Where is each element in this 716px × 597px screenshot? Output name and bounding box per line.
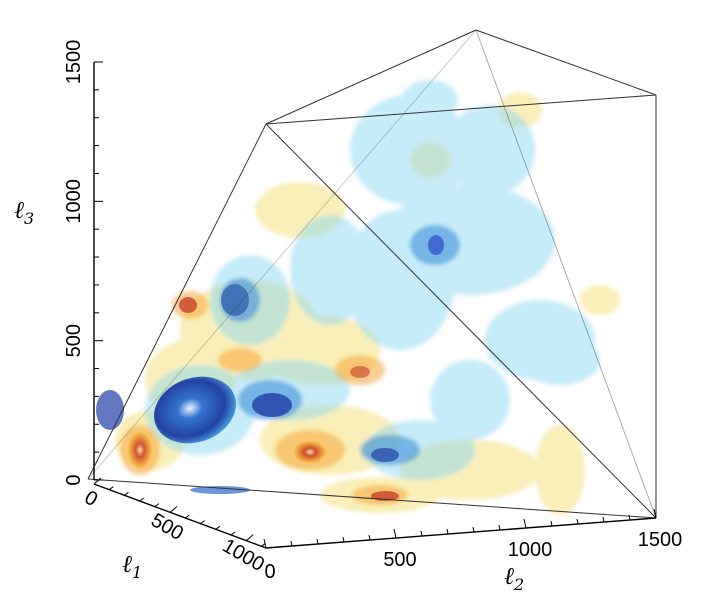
y-axis-line: [265, 517, 657, 549]
x-axis-tick: [185, 514, 190, 519]
negative-core-large: [154, 376, 236, 444]
negative-core: [252, 393, 292, 417]
y-axis-tick: [602, 516, 605, 523]
z-tick-label: 500: [63, 324, 85, 357]
y-axis-tick: [263, 538, 267, 549]
origin-tick-label: 0: [264, 561, 275, 583]
frame-edge: [265, 29, 477, 125]
negative-core: [428, 235, 444, 255]
z-tick-label: 0: [63, 474, 85, 485]
negative-core: [190, 486, 250, 494]
frame-edge: [265, 123, 657, 519]
positive-core: [350, 366, 370, 378]
isosurface-cores: [96, 235, 444, 501]
y-axis-tick: [342, 536, 345, 543]
x-axis-label: ℓ1: [122, 550, 142, 582]
x-axis-tick: [139, 497, 144, 502]
y-axis-tick: [628, 514, 631, 521]
x-axis-tick: [169, 505, 178, 513]
y-axis-tick: [316, 538, 319, 545]
y-axis-tick: [446, 528, 449, 535]
axes: [93, 62, 657, 549]
y-axis-label: ℓ2: [504, 562, 524, 594]
y-axis-tick: [420, 530, 423, 537]
z-axis-label: ℓ3: [14, 196, 34, 228]
x-axis-tick: [93, 477, 102, 485]
y-tick-label: 500: [383, 549, 416, 571]
y-axis-tick: [368, 534, 371, 541]
x-tick-label: 500: [147, 509, 187, 545]
y-tick-label: 1500: [638, 529, 683, 551]
z-tick-label: 1500: [63, 40, 85, 85]
x-axis-tick: [154, 503, 160, 508]
x-axis-tick: [245, 534, 254, 542]
x-axis-tick: [200, 520, 205, 525]
frame-edge: [87, 123, 267, 480]
frame-edge: [87, 29, 477, 480]
frame-edge: [475, 29, 657, 519]
y-tick-label: 1000: [508, 539, 553, 561]
y-axis-tick: [393, 528, 397, 539]
y-axis-tick: [550, 520, 553, 527]
x-axis-tick: [215, 525, 221, 530]
negative-core: [96, 390, 124, 430]
axis-ticks: [93, 61, 657, 549]
frame-edge: [475, 29, 657, 96]
x-axis-tick: [124, 491, 129, 496]
frame-edge: [87, 478, 657, 519]
negative-core: [371, 448, 399, 462]
positive-core: [128, 432, 152, 468]
y-axis-tick: [576, 518, 579, 525]
y-axis-tick: [523, 518, 527, 529]
positive-core: [294, 441, 326, 463]
x-tick-label: 1000: [218, 535, 268, 576]
domain-frame: [87, 29, 657, 519]
frame-edge: [265, 94, 657, 125]
x-axis-line: [93, 483, 267, 549]
y-axis-tick: [653, 508, 657, 519]
x-axis-tick: [230, 531, 236, 536]
negative-core: [221, 284, 249, 316]
y-axis-tick: [472, 526, 475, 533]
x-tick-label: 0: [81, 486, 102, 511]
y-axis-tick: [498, 524, 501, 531]
x-axis-tick: [108, 486, 114, 491]
positive-core: [179, 297, 197, 313]
z-tick-label: 1000: [63, 179, 85, 224]
y-axis-tick: [290, 540, 293, 547]
